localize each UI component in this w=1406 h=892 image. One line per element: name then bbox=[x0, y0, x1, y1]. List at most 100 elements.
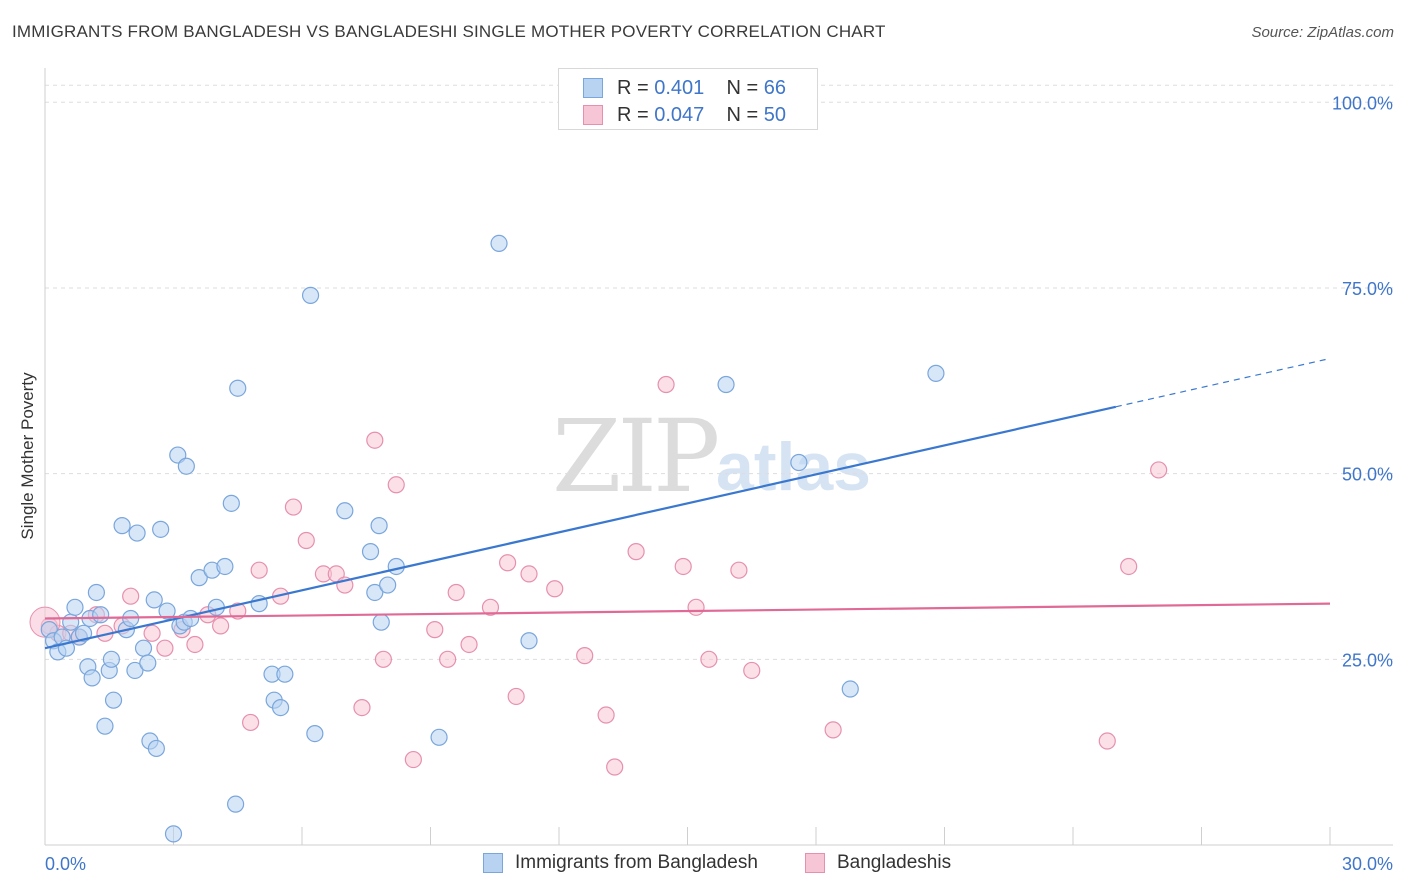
point-immigrants bbox=[229, 379, 247, 397]
point-bangladeshis bbox=[404, 750, 422, 769]
point-bangladeshis bbox=[520, 565, 538, 583]
point-bangladeshis bbox=[1150, 461, 1168, 479]
point-immigrants bbox=[790, 453, 808, 472]
point-immigrants bbox=[62, 613, 80, 631]
y-tick-label: 25.0% bbox=[1342, 650, 1393, 670]
point-bangladeshis bbox=[374, 650, 392, 668]
point-immigrants bbox=[134, 639, 153, 657]
point-immigrants bbox=[96, 717, 114, 735]
point-immigrants bbox=[276, 665, 294, 683]
trend-line-bangladeshis bbox=[44, 602, 1331, 620]
point-immigrants bbox=[216, 557, 234, 576]
point-immigrants bbox=[430, 728, 448, 746]
point-bangladeshis bbox=[730, 561, 748, 579]
point-bangladeshis bbox=[426, 621, 444, 639]
point-bangladeshis bbox=[460, 635, 478, 654]
point-bangladeshis bbox=[447, 583, 465, 602]
y-tick-label: 50.0% bbox=[1342, 465, 1393, 485]
point-bangladeshis bbox=[499, 554, 517, 572]
legend-text-pink: R = 0.047 N = 50 bbox=[617, 104, 787, 126]
trend-line-immigrants bbox=[44, 405, 1117, 650]
point-immigrants bbox=[379, 576, 397, 594]
legend-correlation: R = 0.401 N = 66 R = 0.047 N = 50 bbox=[558, 68, 818, 130]
point-bangladeshis bbox=[700, 650, 718, 668]
point-bangladeshis bbox=[387, 476, 405, 494]
chart-title: IMMIGRANTS FROM BANGLADESH VS BANGLADESH… bbox=[12, 22, 886, 41]
point-immigrants bbox=[306, 724, 324, 743]
point-bangladeshis bbox=[284, 498, 303, 516]
point-bangladeshis bbox=[186, 635, 204, 654]
y-tick-label: 100.0% bbox=[1332, 93, 1393, 113]
legend-swatch-blue bbox=[583, 78, 603, 98]
point-immigrants bbox=[301, 286, 320, 304]
point-immigrants bbox=[366, 583, 384, 602]
point-immigrants bbox=[145, 591, 163, 609]
point-immigrants bbox=[113, 517, 131, 535]
point-bangladeshis bbox=[597, 706, 615, 724]
point-immigrants bbox=[190, 569, 208, 587]
point-bangladeshis bbox=[250, 561, 268, 579]
point-bangladeshis bbox=[212, 617, 230, 635]
point-bangladeshis bbox=[606, 758, 624, 776]
point-immigrants bbox=[152, 520, 170, 538]
point-immigrants bbox=[361, 543, 380, 561]
point-immigrants bbox=[717, 375, 735, 394]
point-immigrants bbox=[74, 624, 93, 642]
point-immigrants bbox=[139, 654, 157, 672]
point-immigrants bbox=[372, 613, 390, 631]
point-immigrants bbox=[227, 795, 245, 813]
point-immigrants bbox=[520, 632, 538, 650]
point-bangladeshis bbox=[366, 431, 384, 449]
point-immigrants bbox=[177, 457, 195, 475]
legend-swatch-pink bbox=[583, 105, 603, 125]
point-bangladeshis bbox=[439, 650, 457, 668]
point-immigrants bbox=[336, 502, 354, 520]
point-bangladeshis bbox=[743, 661, 761, 680]
point-bangladeshis bbox=[1098, 732, 1116, 750]
point-immigrants bbox=[83, 669, 101, 687]
source-label: Source: ZipAtlas.com bbox=[1251, 24, 1394, 41]
point-bangladeshis bbox=[297, 531, 315, 550]
trend-line-immigrants-extension bbox=[1115, 357, 1331, 408]
point-immigrants bbox=[66, 598, 84, 616]
point-bangladeshis bbox=[674, 557, 692, 576]
point-bangladeshis bbox=[122, 587, 140, 605]
point-immigrants bbox=[370, 517, 388, 535]
series-immigrants-from-bangladesh bbox=[40, 234, 945, 843]
point-immigrants bbox=[271, 698, 290, 717]
point-immigrants bbox=[158, 602, 176, 620]
point-bangladeshis bbox=[627, 543, 645, 561]
point-immigrants bbox=[92, 606, 110, 624]
point-bangladeshis bbox=[507, 687, 525, 706]
y-axis-label: Single Mother Poverty bbox=[18, 372, 37, 540]
point-immigrants bbox=[182, 609, 200, 628]
point-bangladeshis bbox=[687, 598, 705, 616]
point-immigrants bbox=[102, 650, 120, 668]
point-bangladeshis bbox=[481, 598, 500, 616]
point-immigrants bbox=[147, 739, 165, 758]
legend-label-immigrants: Immigrants from Bangladesh bbox=[515, 852, 758, 873]
point-immigrants bbox=[104, 691, 123, 709]
point-bangladeshis bbox=[242, 713, 260, 732]
point-immigrants bbox=[128, 524, 146, 542]
point-immigrants bbox=[164, 825, 183, 843]
point-bangladeshis bbox=[143, 624, 161, 642]
trend-lines bbox=[44, 357, 1331, 650]
point-bangladeshis bbox=[657, 375, 675, 394]
point-bangladeshis bbox=[156, 639, 174, 657]
point-bangladeshis bbox=[353, 698, 371, 717]
legend-swatch-blue-bottom bbox=[483, 853, 503, 873]
point-immigrants bbox=[126, 661, 144, 680]
grid-lines bbox=[45, 84, 1393, 660]
point-bangladeshis bbox=[229, 602, 247, 620]
point-immigrants bbox=[927, 364, 945, 382]
legend-label-bangladeshis: Bangladeshis bbox=[837, 852, 952, 873]
x-tick-label-max: 30.0% bbox=[1342, 854, 1393, 874]
legend-text-blue: R = 0.401 N = 66 bbox=[617, 77, 787, 99]
point-immigrants bbox=[841, 680, 859, 698]
point-bangladeshis bbox=[1120, 557, 1138, 576]
y-tick-label: 75.0% bbox=[1342, 279, 1393, 299]
point-immigrants bbox=[490, 234, 508, 252]
watermark-zip: ZIP bbox=[552, 398, 720, 515]
